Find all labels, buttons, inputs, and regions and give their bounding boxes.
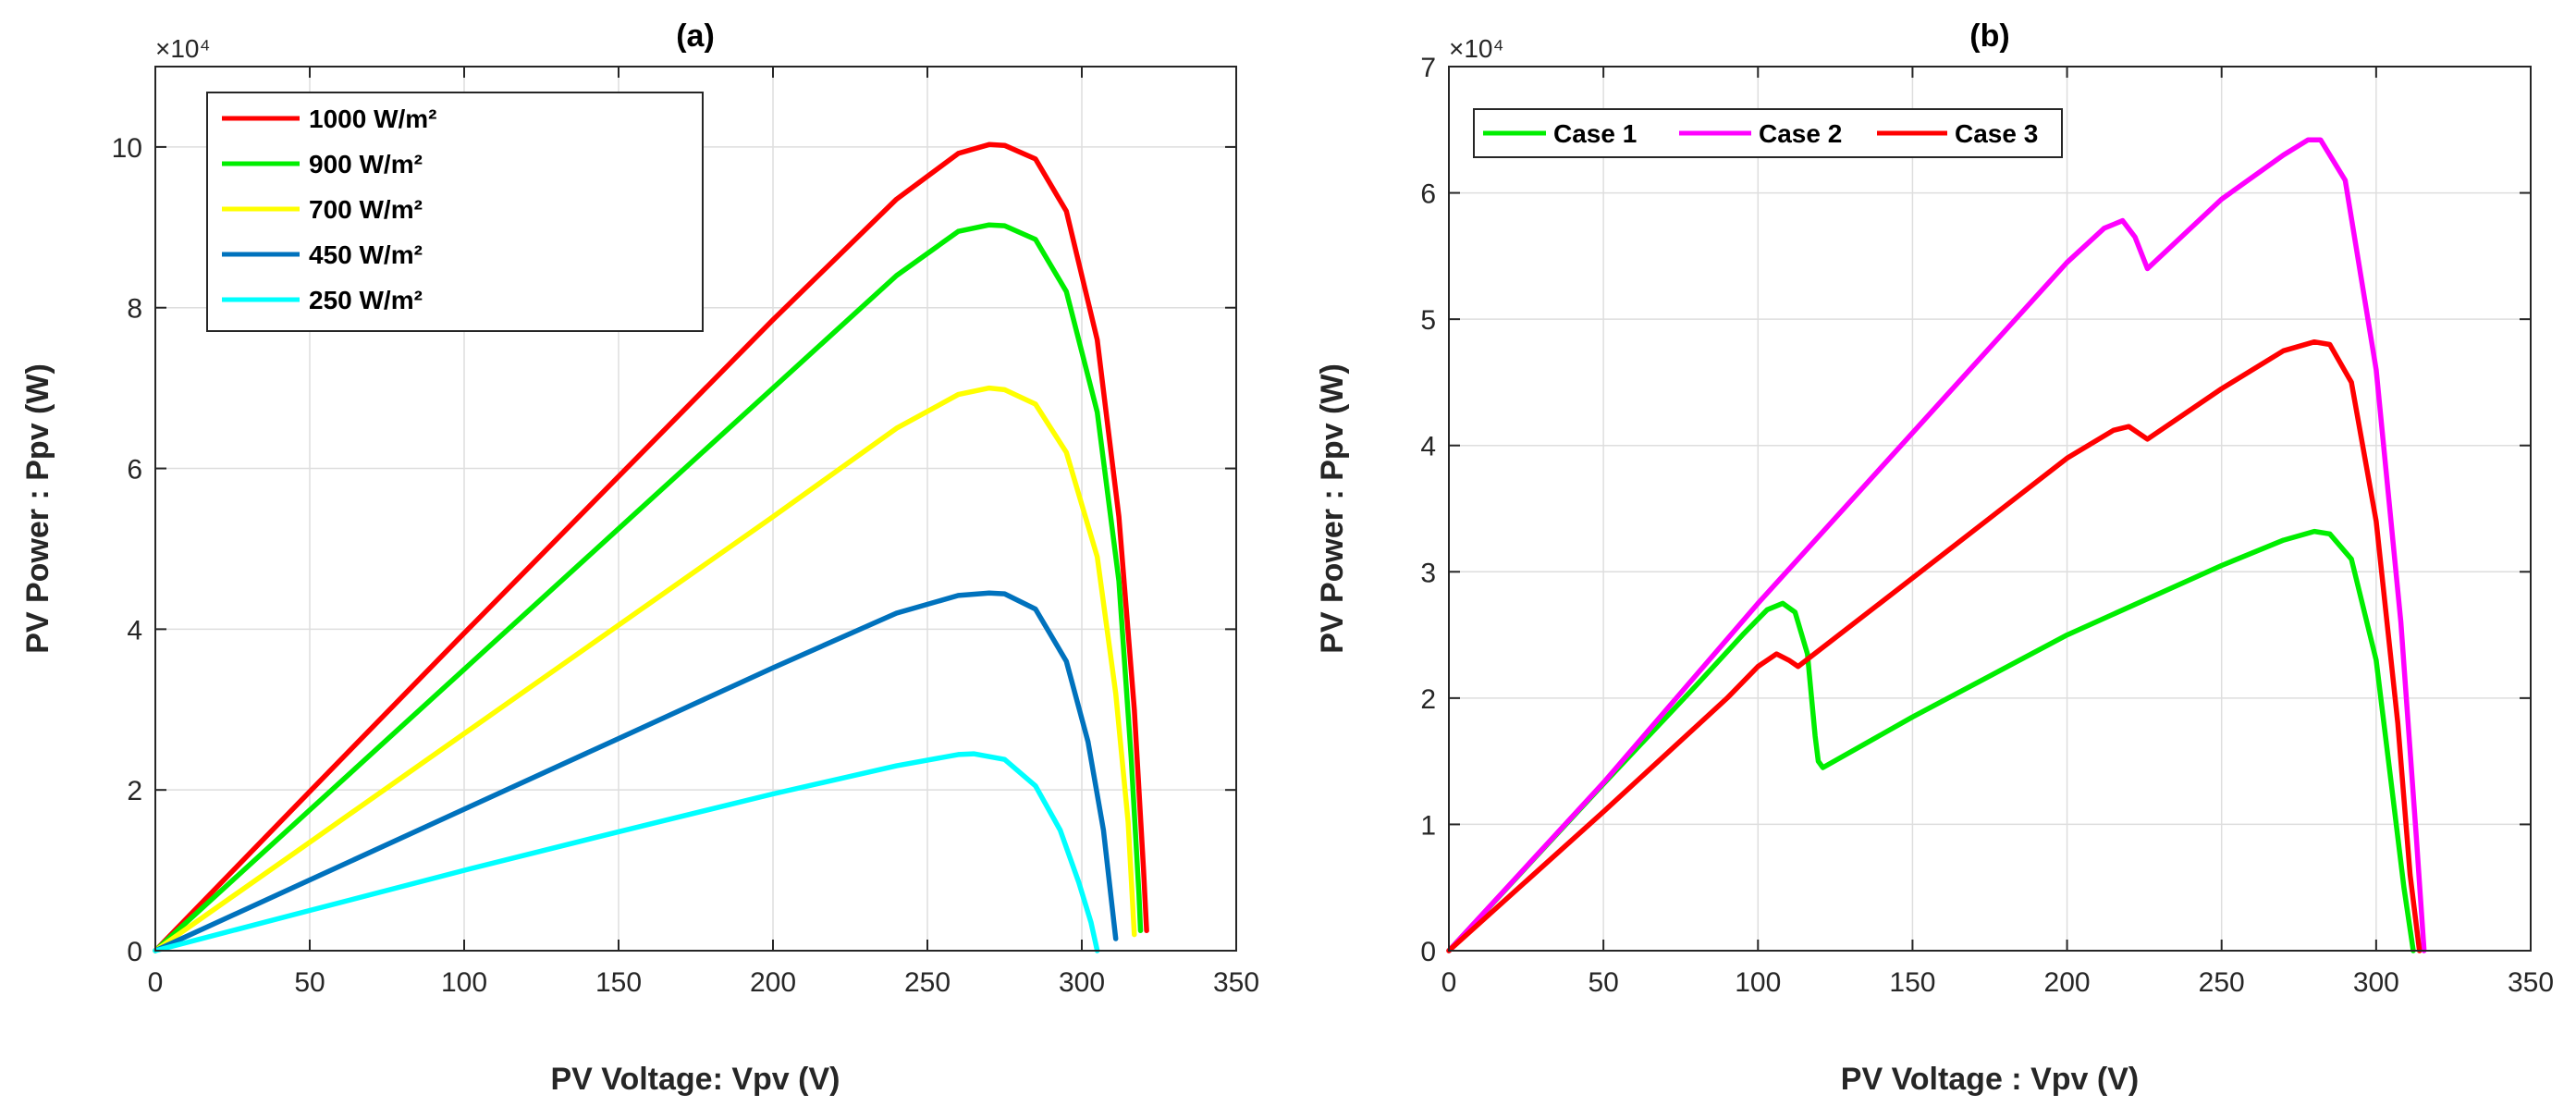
chart-b-y-tick-label: 0 (1420, 937, 1436, 967)
legend-a-label-1000: 1000 W/m² (309, 105, 437, 133)
chart-a-x-tick-label: 0 (148, 967, 164, 998)
chart-b-ticks: 0 50 100 150 200 250 300 350 0 1 2 3 4 5 6 7 (1420, 53, 2554, 998)
chart-b-y-tick-label: 4 (1420, 432, 1436, 462)
chart-b-series-case-1 (1446, 528, 2416, 953)
chart-a-x-tick-label: 50 (294, 967, 325, 998)
chart-a-y-tick-label: 0 (127, 937, 142, 967)
chart-b-x-tick-label: 100 (1735, 967, 1781, 998)
chart-b-x-axis-label: PV Voltage : Vpv (V) (1841, 1062, 2139, 1097)
chart-a-x-tick-label: 250 (904, 967, 951, 998)
chart-b-axes-box (1448, 66, 2532, 952)
legend-b-label-case-2: Case 2 (1759, 119, 1842, 148)
chart-b-title: (b) (1969, 18, 2009, 54)
legend-a-label-250: 250 W/m² (309, 286, 423, 314)
chart-b-y-tick-label: 3 (1420, 558, 1436, 588)
chart-a-series-900-w-m (153, 222, 1144, 953)
chart-b-x-tick-label: 50 (1588, 967, 1618, 998)
chart-b-x-tick-label: 250 (2199, 967, 2245, 998)
chart-b-legend: Case 1 Case 2 Case 3 (1473, 108, 2063, 158)
chart-b-y-tick-label: 1 (1420, 810, 1436, 841)
chart-b-x-tick-label: 200 (2044, 967, 2091, 998)
chart-b-y-tick-label: 2 (1420, 684, 1436, 715)
chart-a-legend: 1000 W/m² 900 W/m² 700 W/m² 450 W/m² 250… (206, 92, 704, 332)
legend-a-label-900: 900 W/m² (309, 150, 423, 178)
chart-b-legend-box (1473, 108, 2063, 158)
chart-b-plot-area (1449, 67, 2531, 951)
chart-b: 0 50 100 150 200 250 300 350 0 1 2 3 4 5 6 7 (b) ×10⁴ P… (1315, 18, 2554, 1097)
legend-b-label-case-3: Case 3 (1955, 119, 2038, 148)
chart-b-y-tick-label: 6 (1420, 179, 1436, 210)
chart-b-y-tick-label: 7 (1420, 53, 1436, 83)
chart-a-x-tick-label: 200 (750, 967, 796, 998)
chart-a-y-tick-label: 6 (127, 455, 142, 486)
chart-b-series-case-3 (1446, 338, 2423, 953)
chart-a-series-1000-w-m (153, 141, 1149, 953)
chart-a-y-tick-label: 2 (127, 776, 142, 806)
chart-a-x-tick-label: 100 (441, 967, 487, 998)
legend-a-label-700: 700 W/m² (309, 195, 423, 224)
chart-b-y-axis-label: PV Power : Ppv (W) (1315, 363, 1350, 654)
chart-a-y-tick-label: 10 (112, 133, 142, 164)
chart-b-series-case-2 (1446, 137, 2427, 953)
chart-a-y-axis-label: PV Power : Ppv (W) (20, 363, 55, 654)
chart-a-series-250-w-m (153, 751, 1100, 953)
chart-a-x-tick-label: 300 (1059, 967, 1105, 998)
legend-a-label-450: 450 W/m² (309, 240, 423, 269)
chart-a-series-450-w-m (153, 590, 1119, 953)
chart-b-x-tick-label: 0 (1441, 967, 1457, 998)
chart-a-y-tick-label: 8 (127, 294, 142, 325)
chart-b-x-tick-label: 350 (2508, 967, 2554, 998)
chart-b-y-tick-label: 5 (1420, 305, 1436, 336)
chart-a-title: (a) (676, 18, 715, 54)
chart-b-y-exponent: ×10⁴ (1449, 34, 1504, 63)
chart-a-series-700-w-m (153, 385, 1137, 953)
chart-a-series-group (153, 141, 1149, 953)
legend-b-label-case-1: Case 1 (1553, 119, 1637, 148)
chart-b-series-group (1446, 137, 2427, 953)
chart-a-ticks: 0 50 100 150 200 250 300 350 0 2 4 6 8 10 (112, 67, 1259, 998)
chart-a-legend-box (206, 92, 704, 332)
chart-a-x-tick-label: 150 (595, 967, 642, 998)
chart-a: 0 50 100 150 200 250 300 350 0 2 4 6 8 10 (a) ×10⁴ PV… (20, 18, 1259, 1097)
chart-b-x-tick-label: 300 (2353, 967, 2399, 998)
chart-a-y-exponent: ×10⁴ (155, 34, 211, 63)
chart-a-x-axis-label: PV Voltage: Vpv (V) (551, 1062, 840, 1097)
chart-b-x-tick-label: 150 (1889, 967, 1935, 998)
chart-a-y-tick-label: 4 (127, 615, 142, 646)
chart-a-x-tick-label: 350 (1213, 967, 1259, 998)
chart-a-axes-box (154, 66, 1237, 952)
